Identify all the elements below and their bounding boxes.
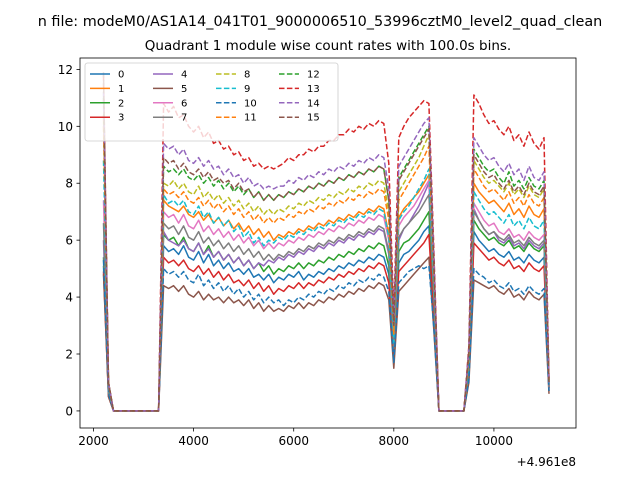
legend-label-4: 4 — [181, 70, 187, 81]
legend-label-8: 8 — [244, 70, 250, 81]
y-tick-label: 8 — [65, 177, 73, 191]
series-line-3 — [102, 233, 550, 412]
series-line-14 — [102, 92, 550, 412]
legend-label-0: 0 — [118, 70, 124, 81]
series-line-1 — [102, 114, 550, 412]
series-line-9 — [102, 160, 550, 412]
legend-label-1: 1 — [118, 84, 124, 95]
series-line-2 — [102, 210, 550, 412]
x-tick-label: 6000 — [278, 434, 309, 448]
legend-label-7: 7 — [181, 113, 187, 124]
series-line-8 — [102, 83, 550, 412]
legend-label-3: 3 — [118, 113, 124, 124]
x-axis: 2000 4000 6000 8000 10000 — [78, 428, 513, 448]
y-axis: 0 2 4 6 8 10 12 — [58, 63, 80, 418]
x-tick-label: 8000 — [379, 434, 410, 448]
series-line-10 — [102, 260, 550, 412]
y-tick-label: 12 — [58, 63, 73, 77]
chart-title: Quadrant 1 module wise count rates with … — [145, 38, 511, 54]
legend-label-6: 6 — [181, 98, 187, 109]
legend-label-15: 15 — [307, 113, 320, 124]
legend-label-12: 12 — [307, 70, 320, 81]
y-tick-label: 0 — [65, 404, 73, 418]
series-line-12 — [102, 97, 550, 412]
legend-label-9: 9 — [244, 84, 250, 95]
series-line-11 — [102, 126, 550, 412]
y-tick-label: 2 — [65, 348, 73, 362]
legend-label-13: 13 — [307, 84, 320, 95]
series-layer — [102, 72, 550, 412]
series-line-4 — [102, 182, 550, 412]
series-line-13 — [102, 75, 550, 412]
legend-label-2: 2 — [118, 98, 124, 109]
series-line-0 — [102, 225, 550, 412]
series-line-5 — [102, 256, 550, 412]
series-line-7 — [102, 193, 550, 412]
y-tick-label: 6 — [65, 234, 73, 248]
series-line-6 — [102, 179, 550, 412]
legend-frame — [84, 62, 339, 142]
x-tick-label: 2000 — [78, 434, 109, 448]
legend-label-11: 11 — [244, 113, 257, 124]
y-tick-label: 4 — [65, 291, 73, 305]
x-axis-offset-label: +4.961e8 — [517, 455, 576, 469]
legend-label-5: 5 — [181, 84, 187, 95]
series-line-15 — [102, 72, 550, 412]
x-tick-label: 10000 — [475, 434, 513, 448]
axes-frame — [79, 57, 577, 429]
figure-suptitle: n file: modeM0/AS1A14_041T01_9000006510_… — [38, 14, 603, 30]
legend-label-10: 10 — [244, 98, 257, 109]
legend-label-14: 14 — [307, 98, 320, 109]
x-tick-label: 4000 — [178, 434, 209, 448]
y-tick-label: 10 — [58, 120, 73, 134]
